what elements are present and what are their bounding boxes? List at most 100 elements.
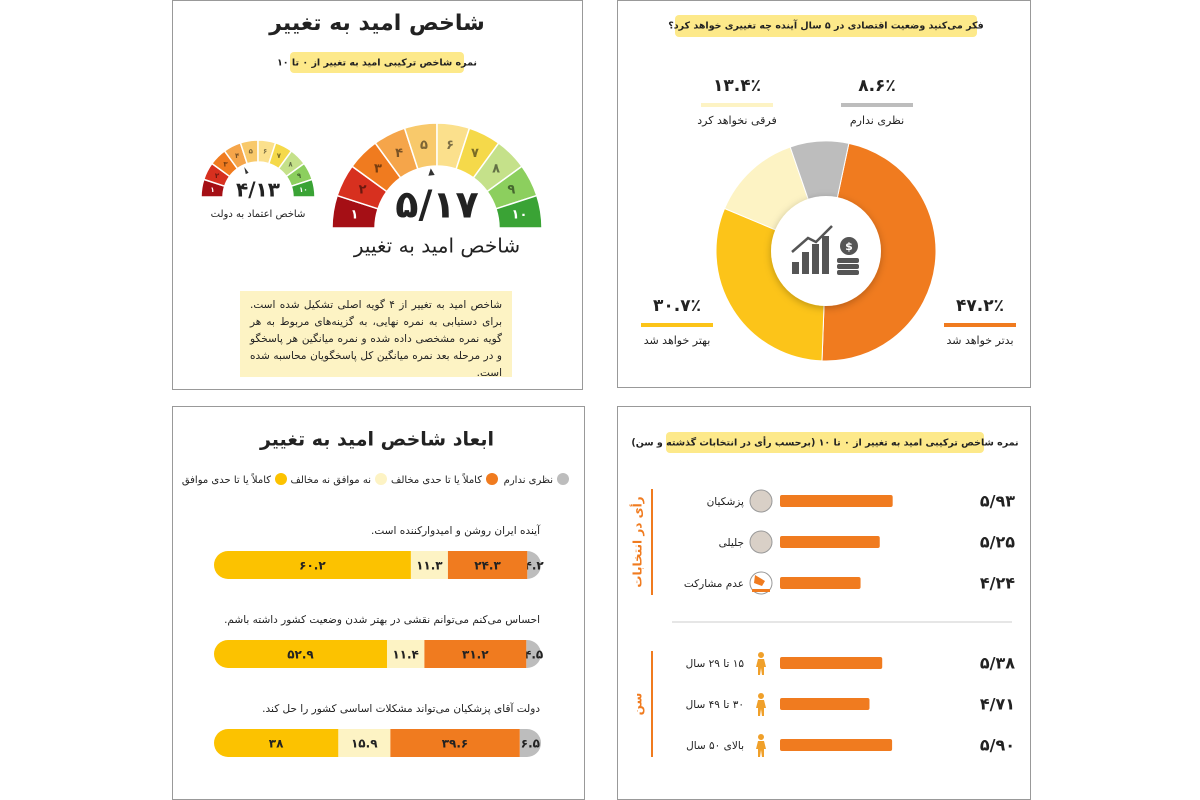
gauge-pointer bbox=[428, 168, 435, 176]
category-label: بالای ۵۰ سال bbox=[686, 740, 744, 752]
chart-title: نمره شاخص ترکیبی امید به تغییر از ۰ تا ۱… bbox=[631, 436, 1018, 449]
icon bbox=[758, 652, 764, 658]
bar-value-label: ۵/۹۰ bbox=[980, 736, 1015, 755]
bar-segment bbox=[214, 729, 339, 757]
legend-label: فرقی نخواهد کرد bbox=[697, 114, 776, 127]
title-pill bbox=[675, 15, 977, 37]
slice-value-label: ۱۳.۴٪ bbox=[713, 76, 761, 96]
bar-segment bbox=[214, 551, 411, 579]
chart-title: ابعاد شاخص امید به تغییر bbox=[259, 429, 494, 451]
icon bbox=[749, 530, 773, 554]
bar-value-label: ۳۸ bbox=[269, 737, 284, 751]
bar-segment bbox=[447, 551, 528, 579]
bar-segment bbox=[338, 729, 391, 757]
gauge-tick-label: ۲ bbox=[215, 172, 220, 180]
category-label: جلیلی bbox=[719, 537, 744, 549]
gauge-tick-label: ۱ bbox=[210, 186, 214, 194]
bar-value-label: ۴.۲ bbox=[525, 559, 545, 573]
gauge-tick-label: ۴ bbox=[395, 146, 403, 161]
gauge-tick-label: ۱۰ bbox=[512, 207, 528, 222]
bar-segment bbox=[519, 729, 541, 757]
bar-value-label: ۶.۵ bbox=[521, 737, 540, 751]
gauge-tick-label: ۳ bbox=[374, 161, 382, 176]
slice-value-label: ۳۰.۷٪ bbox=[653, 296, 701, 316]
icon bbox=[756, 659, 766, 675]
gauge-tick-label: ۵ bbox=[249, 148, 254, 156]
bar-segment bbox=[386, 640, 425, 668]
legend-label: نه موافق نه مخالف bbox=[290, 475, 371, 486]
icon bbox=[756, 700, 766, 716]
gauge-tick-label: ۱۰ bbox=[299, 186, 308, 194]
gauge-title: شاخص امید به تغییر bbox=[353, 234, 520, 258]
category-label: ۳۰ تا ۴۹ سال bbox=[686, 699, 744, 711]
bar-value-label: ۴.۵ bbox=[524, 648, 543, 662]
bar bbox=[780, 495, 893, 507]
legend-swatch bbox=[841, 103, 913, 107]
gauge-value: ۵/۱۷ bbox=[395, 183, 478, 227]
icon bbox=[758, 734, 764, 740]
gauge-tick-label: ۲ bbox=[359, 183, 367, 198]
legend-swatch bbox=[486, 473, 498, 485]
category-label: ۱۵ تا ۲۹ سال bbox=[686, 658, 745, 670]
gauge-tick-label: ۸ bbox=[288, 160, 293, 168]
title-pill bbox=[666, 432, 984, 453]
bar bbox=[780, 577, 861, 589]
bar-value-label: ۵/۳۸ bbox=[980, 654, 1015, 673]
category-label: عدم مشارکت bbox=[684, 578, 744, 590]
icon bbox=[756, 741, 766, 757]
bar-value-label: ۵/۹۳ bbox=[980, 492, 1015, 511]
statement: دولت آقای پزشکیان می‌تواند مشکلات اساسی … bbox=[262, 702, 540, 715]
gauge-tick-label: ۴ bbox=[235, 152, 240, 160]
legend-swatch bbox=[701, 103, 773, 107]
bar-segment bbox=[214, 640, 387, 668]
bar-value-label: ۴/۲۴ bbox=[980, 574, 1015, 593]
subtitle-pill bbox=[290, 52, 464, 73]
gauge-tick-label: ۳ bbox=[223, 160, 228, 168]
bar-value-label: ۲۴.۳ bbox=[474, 559, 501, 573]
bar bbox=[780, 657, 883, 669]
bar-value-label: ۳۱.۲ bbox=[462, 648, 489, 662]
legend-swatch bbox=[275, 473, 287, 485]
gauge-tick-label: ۱ bbox=[351, 207, 359, 222]
legend-swatch bbox=[944, 323, 1016, 327]
bar-value-label: ۵۲.۹ bbox=[287, 648, 314, 662]
bar-value-label: ۳۹.۶ bbox=[442, 737, 469, 751]
bar-value-label: ۴/۷۱ bbox=[980, 695, 1015, 714]
icon bbox=[749, 489, 773, 513]
bar-segment bbox=[424, 640, 527, 668]
gauge-tick-label: ۶ bbox=[263, 148, 267, 156]
group-label: رأی در انتخابات bbox=[630, 496, 645, 587]
bar-value-label: ۱۱.۳ bbox=[416, 559, 443, 573]
bar-value-label: ۱۱.۴ bbox=[392, 648, 419, 662]
slice-value-label: ۸.۶٪ bbox=[858, 76, 896, 96]
economy-icon: $ bbox=[791, 225, 859, 275]
bar-segment bbox=[527, 551, 541, 579]
icon bbox=[752, 575, 770, 592]
gauge-segment bbox=[495, 194, 543, 229]
gauge-title: شاخص اعتماد به دولت bbox=[211, 209, 306, 220]
icon bbox=[758, 693, 764, 699]
legend-swatch bbox=[375, 473, 387, 485]
group-label: سن bbox=[631, 693, 645, 716]
panel-subtitle: نمره شاخص ترکیبی امید به تغییر از ۰ تا ۱… bbox=[277, 58, 477, 69]
legend-label: نظری ندارم bbox=[504, 475, 553, 486]
statement: احساس می‌کنم می‌توانم نقشی در بهتر شدن و… bbox=[224, 614, 540, 626]
panel-title: شاخص امید به تغییر bbox=[268, 11, 485, 36]
gauge-pointer bbox=[244, 167, 249, 175]
svg-text:$: $ bbox=[845, 240, 853, 253]
gauge-segment bbox=[290, 178, 316, 198]
bar bbox=[780, 698, 870, 710]
legend-label: کاملاً یا تا حدی مخالف bbox=[391, 473, 482, 486]
legend-swatch bbox=[557, 473, 569, 485]
bar-segment bbox=[410, 551, 448, 579]
note: شاخص امید به تغییر از ۴ گویه اصلی تشکیل … bbox=[240, 291, 512, 377]
category-label: پزشکیان bbox=[707, 496, 744, 508]
legend-swatch bbox=[641, 323, 713, 327]
gauge-tick-label: ۷ bbox=[471, 146, 479, 161]
gauge-tick-label: ۵ bbox=[420, 138, 428, 153]
bar-segment bbox=[390, 729, 520, 757]
gauge-value: ۴/۱۳ bbox=[236, 178, 280, 202]
panel bbox=[617, 406, 1031, 800]
